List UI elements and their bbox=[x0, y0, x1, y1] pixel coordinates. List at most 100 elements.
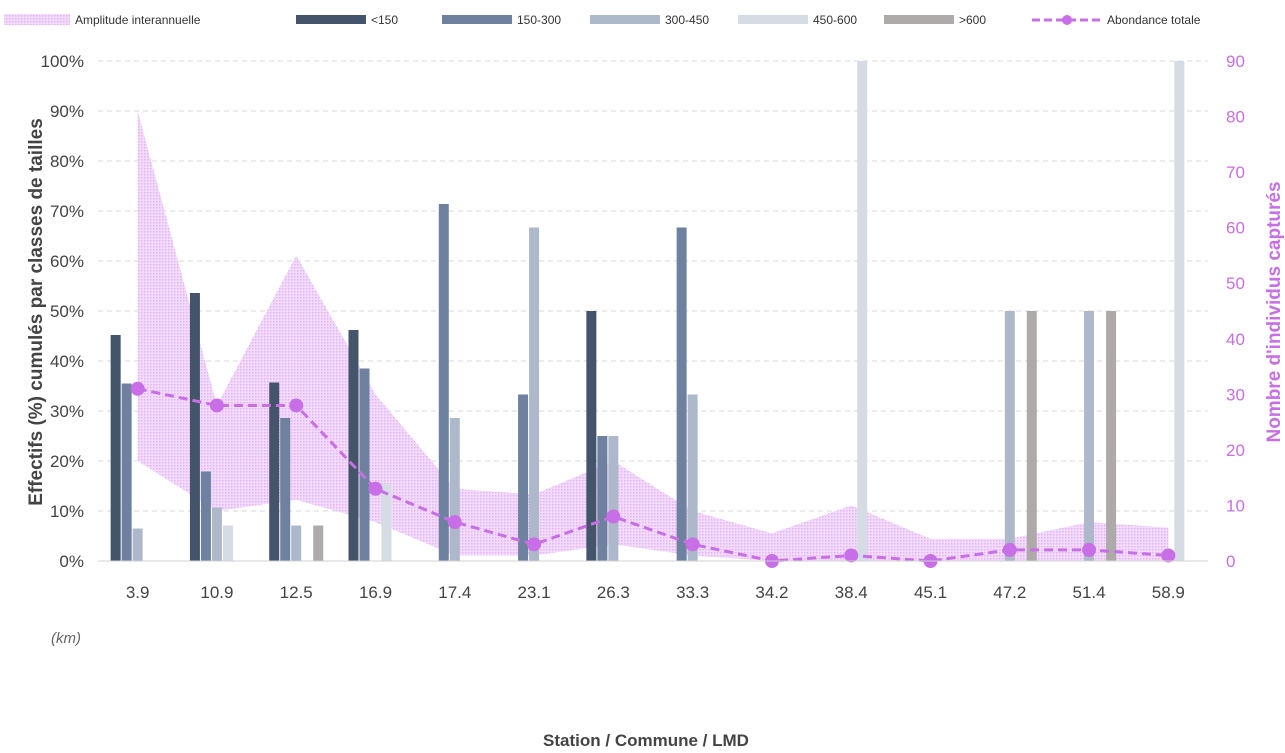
y-right-tick-label: 60 bbox=[1226, 219, 1245, 238]
x-tick-label: 45.1 bbox=[914, 583, 947, 602]
bar bbox=[586, 311, 597, 561]
y-right-tick-label: 70 bbox=[1226, 163, 1245, 182]
abundance-point bbox=[447, 515, 462, 530]
abundance-point bbox=[1161, 548, 1176, 563]
legend-marker bbox=[1062, 15, 1072, 25]
y-tick-label: 50% bbox=[50, 302, 84, 321]
abundance-point bbox=[1082, 542, 1097, 557]
bar bbox=[280, 418, 291, 561]
y-tick-label: 30% bbox=[50, 402, 84, 421]
amplitude-band bbox=[137, 111, 1169, 561]
legend-label: Abondance totale bbox=[1107, 13, 1201, 27]
bar bbox=[1004, 311, 1015, 561]
y-right-tick-label: 40 bbox=[1226, 330, 1245, 349]
x-tick-label: 34.2 bbox=[755, 583, 788, 602]
x-axis-title: Station / Commune / LMD bbox=[543, 731, 749, 750]
bar bbox=[597, 436, 608, 561]
abundance-point bbox=[844, 548, 859, 563]
bar bbox=[359, 368, 370, 561]
y-tick-label: 60% bbox=[50, 252, 84, 271]
legend-swatch bbox=[884, 15, 954, 24]
axes: 0% 10% 20% 30% 40% 50% 60% 70% 80% 90% 100% 0 10 20 30… bbox=[41, 52, 1245, 602]
bar bbox=[1084, 311, 1095, 561]
abundance-point bbox=[606, 509, 621, 524]
bar bbox=[313, 525, 324, 561]
x-axis-unit: (km) bbox=[51, 630, 81, 647]
x-tick-label: 16.9 bbox=[359, 583, 392, 602]
y-right-tick-label: 0 bbox=[1226, 552, 1235, 571]
bar bbox=[189, 293, 200, 561]
legend-swatch bbox=[738, 15, 808, 24]
y-tick-label: 90% bbox=[50, 102, 84, 121]
x-tick-label: 10.9 bbox=[200, 583, 233, 602]
bar bbox=[676, 227, 687, 561]
x-tick-label: 3.9 bbox=[126, 583, 150, 602]
y-right-tick-label: 30 bbox=[1226, 385, 1245, 404]
y-right-tick-label: 50 bbox=[1226, 274, 1245, 293]
bar bbox=[687, 394, 698, 561]
bar bbox=[132, 528, 143, 561]
legend-label: Amplitude interannuelle bbox=[75, 13, 201, 27]
bar bbox=[1174, 61, 1185, 561]
bar bbox=[291, 525, 302, 561]
bar bbox=[211, 507, 222, 561]
bar bbox=[608, 436, 619, 561]
abundance-point bbox=[130, 381, 145, 396]
bar bbox=[110, 335, 121, 561]
legend-swatch bbox=[442, 15, 512, 24]
abundance-line-path bbox=[137, 387, 1169, 563]
y-right-tick-label: 90 bbox=[1226, 52, 1245, 71]
bar bbox=[529, 227, 540, 561]
bar bbox=[438, 204, 449, 561]
legend-label: >600 bbox=[959, 13, 986, 27]
x-tick-label: 51.4 bbox=[1073, 583, 1106, 602]
y-axis-title: Effectifs (%) cumulés par classes de tai… bbox=[26, 118, 47, 506]
legend-label: 150-300 bbox=[517, 13, 561, 27]
y-tick-label: 20% bbox=[50, 452, 84, 471]
x-tick-label: 38.4 bbox=[835, 583, 868, 602]
y-axis-right-title: Nombre d'individus capturés bbox=[1264, 181, 1285, 442]
x-tick-label: 47.2 bbox=[993, 583, 1026, 602]
legend-label: 300-450 bbox=[665, 13, 709, 27]
x-tick-label: 17.4 bbox=[438, 583, 471, 602]
abundance-point bbox=[289, 398, 304, 413]
legend-label: <150 bbox=[371, 13, 398, 27]
bar bbox=[449, 418, 460, 561]
y-tick-label: 10% bbox=[50, 502, 84, 521]
y-right-tick-label: 20 bbox=[1226, 441, 1245, 460]
abundance-point bbox=[1002, 542, 1017, 557]
abundance-point bbox=[527, 537, 542, 552]
bar bbox=[121, 383, 132, 561]
bars bbox=[110, 61, 1185, 561]
abundance-point bbox=[368, 481, 383, 496]
y-tick-label: 0% bbox=[59, 552, 84, 571]
y-tick-label: 70% bbox=[50, 202, 84, 221]
y-tick-label: 40% bbox=[50, 352, 84, 371]
bar bbox=[222, 525, 233, 561]
y-right-tick-label: 10 bbox=[1226, 496, 1245, 515]
x-tick-label: 33.3 bbox=[676, 583, 709, 602]
y-tick-label: 80% bbox=[50, 152, 84, 171]
bar bbox=[269, 382, 280, 561]
x-tick-label: 12.5 bbox=[280, 583, 313, 602]
bar bbox=[200, 471, 211, 561]
x-tick-label: 58.9 bbox=[1152, 583, 1185, 602]
bar bbox=[1106, 311, 1117, 561]
legend-swatch bbox=[4, 14, 70, 25]
x-tick-label: 23.1 bbox=[518, 583, 551, 602]
legend-swatch bbox=[590, 15, 660, 24]
amplitude-band-area bbox=[137, 111, 1169, 561]
legend-label: 450-600 bbox=[813, 13, 857, 27]
bar bbox=[381, 484, 392, 561]
abundance-point bbox=[685, 537, 700, 552]
bar bbox=[857, 61, 868, 561]
legend: Amplitude interannuelle <150 150-300 300-45… bbox=[4, 13, 1201, 27]
y-tick-label: 100% bbox=[41, 52, 84, 71]
bar bbox=[1026, 311, 1037, 561]
bar bbox=[518, 394, 529, 561]
bar bbox=[348, 330, 359, 561]
y-right-tick-label: 80 bbox=[1226, 108, 1245, 127]
x-tick-label: 26.3 bbox=[597, 583, 630, 602]
legend-swatch bbox=[296, 15, 366, 24]
